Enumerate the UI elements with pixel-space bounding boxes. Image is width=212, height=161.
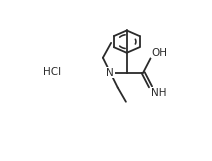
Text: OH: OH — [151, 48, 167, 58]
Text: N: N — [106, 68, 114, 78]
Text: NH: NH — [151, 88, 167, 98]
Text: HCl: HCl — [43, 67, 61, 77]
